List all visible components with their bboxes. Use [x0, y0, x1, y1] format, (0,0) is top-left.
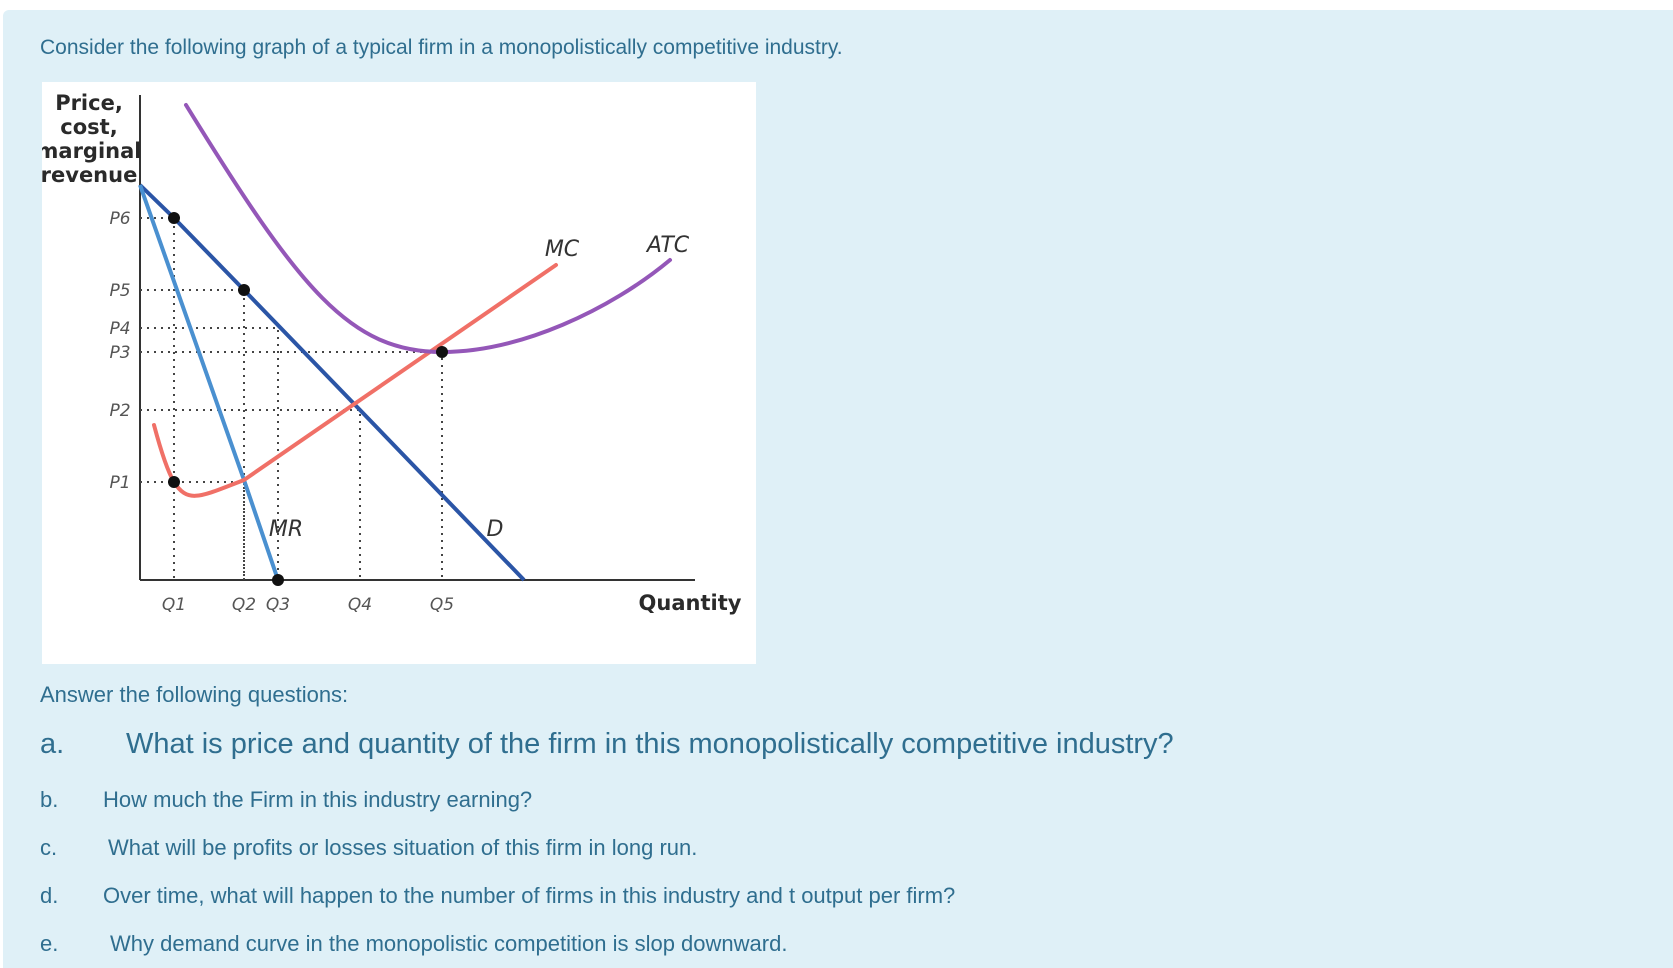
- y-tick-label: P5: [109, 281, 130, 301]
- guide-line: [140, 481, 245, 580]
- y-tick-label: P4: [109, 319, 130, 339]
- intro-text: Consider the following graph of a typica…: [40, 36, 843, 59]
- x-tick-label: Q1: [162, 595, 186, 615]
- question-text: Why demand curve in the monopolistic com…: [110, 931, 788, 956]
- series-label-d: D: [487, 517, 504, 542]
- question-text: Over time, what will happen to the numbe…: [103, 883, 956, 908]
- series-label-atc: ATC: [645, 233, 690, 258]
- data-point: [168, 476, 180, 488]
- x-tick-label: Q4: [348, 595, 372, 615]
- series-label-mc: MC: [545, 237, 580, 262]
- x-tick-label: Q5: [430, 595, 454, 615]
- y-axis-title-line: marginal: [42, 139, 141, 163]
- data-point: [238, 284, 250, 296]
- y-tick-label: P1: [109, 473, 130, 493]
- data-point: [436, 346, 448, 358]
- series-label-mr: MR: [269, 517, 303, 542]
- question-letter: d.: [40, 883, 59, 908]
- x-axis-title: Quantity: [639, 591, 742, 615]
- average-total-cost-curve: [184, 103, 672, 355]
- y-axis-title-line: revenue: [42, 163, 137, 187]
- question-letter: a.: [40, 728, 65, 760]
- chart-figure: Price, cost, marginal revenue Quantity MC ATC M…: [42, 82, 756, 664]
- data-point: [168, 212, 180, 224]
- question-text: What is price and quantity of the firm i…: [126, 728, 1174, 760]
- y-axis-title-line: Price,: [55, 91, 123, 115]
- data-point: [272, 574, 284, 586]
- y-tick-label: P2: [109, 401, 130, 421]
- question-letter: e.: [40, 931, 59, 956]
- y-tick-label: P3: [109, 343, 130, 363]
- question-text: How much the Firm in this industry earni…: [103, 787, 533, 812]
- x-tick-label: Q2: [232, 595, 256, 615]
- question-letter: b.: [40, 787, 59, 812]
- marginal-cost-curve: [152, 263, 558, 498]
- marginal-revenue-curve: [138, 184, 280, 581]
- guide-line: [140, 351, 443, 580]
- y-axis-title-line: cost,: [60, 115, 117, 139]
- answer-heading: Answer the following questions:: [40, 682, 349, 707]
- demand-curve: [138, 183, 526, 582]
- y-tick-label: P6: [109, 209, 130, 229]
- x-tick-label: Q3: [266, 595, 290, 615]
- question-letter: c.: [40, 835, 58, 860]
- question-text: What will be profits or losses situation…: [108, 835, 698, 860]
